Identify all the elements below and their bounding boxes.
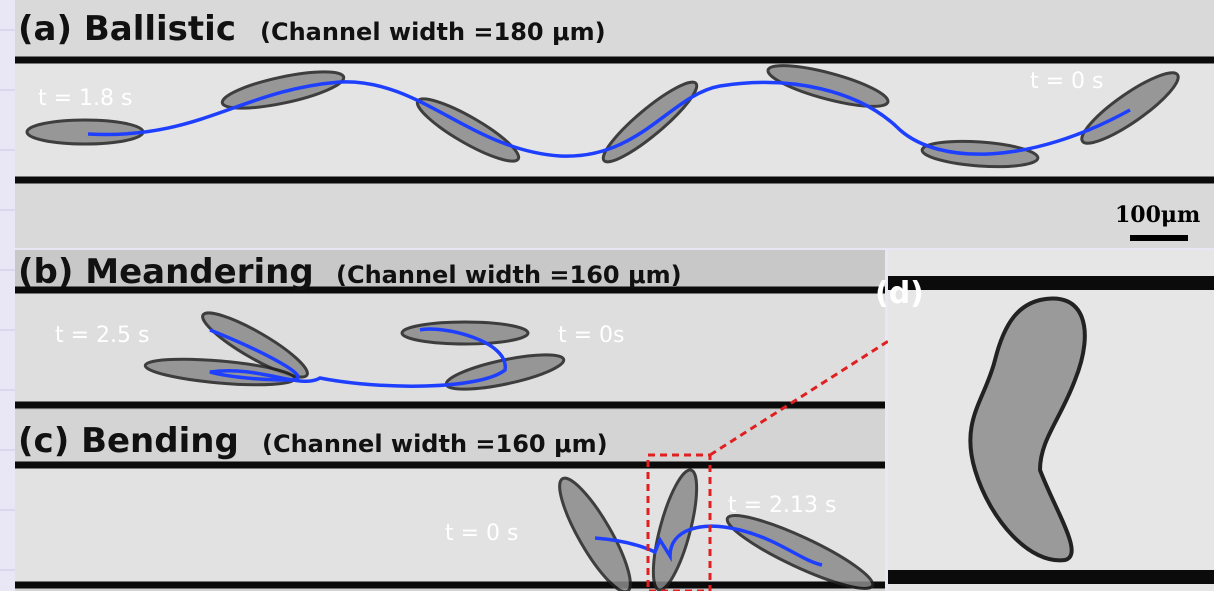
notebook-lines: [0, 30, 15, 570]
page: (a) Ballistic (Channel width =180 μm) t …: [0, 0, 1214, 591]
time-label: t = 1.8 s: [38, 86, 133, 111]
figure: (a) Ballistic (Channel width =180 μm) t …: [0, 0, 1214, 591]
panel-title: (d): [875, 276, 924, 311]
time-label: t = 0s: [558, 323, 625, 348]
scale-bar-label: 100μm: [1115, 202, 1200, 228]
time-label: t = 0 s: [445, 521, 519, 546]
time-label: t = 2.13 s: [728, 493, 837, 518]
panel-d: (d): [875, 250, 1214, 591]
panel-subtitle: (Channel width =160 μm): [262, 430, 608, 458]
panel-title: (a) Ballistic: [18, 9, 236, 49]
time-label: t = 0 s: [1030, 69, 1104, 94]
panel-subtitle: (Channel width =160 μm): [336, 261, 682, 289]
panel-a: (a) Ballistic (Channel width =180 μm) t …: [15, 0, 1214, 248]
panel-title: (c) Bending: [18, 421, 239, 461]
panel-subtitle: (Channel width =180 μm): [260, 18, 606, 46]
time-label: t = 2.5 s: [55, 323, 150, 348]
panel-title: (b) Meandering: [18, 252, 314, 292]
panel-b: (b) Meandering (Channel width =160 μm) t…: [15, 250, 885, 410]
